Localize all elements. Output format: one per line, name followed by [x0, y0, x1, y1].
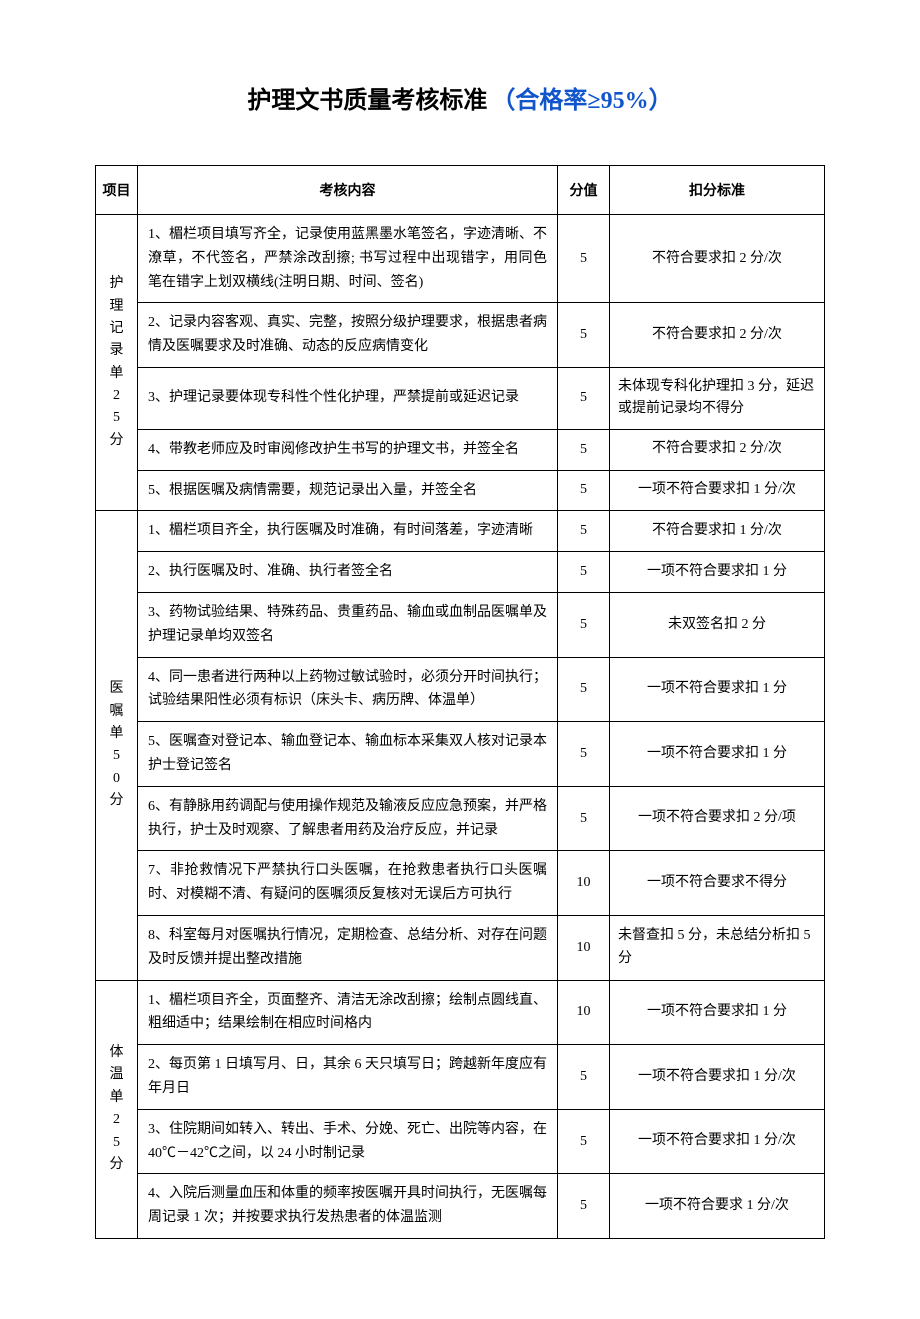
table-row: 8、科室每月对医嘱执行情况，定期检查、总结分析、对存在问题及时反馈并提出整改措施…	[96, 915, 825, 980]
content-cell: 1、楣栏项目齐全，执行医嘱及时准确，有时间落差，字迹清晰	[138, 511, 558, 552]
score-cell: 5	[558, 592, 610, 657]
content-cell: 5、根据医嘱及病情需要，规范记录出入量，并签全名	[138, 470, 558, 511]
deduction-cell: 一项不符合要求 1 分/次	[610, 1174, 825, 1239]
content-cell: 1、楣栏项目填写齐全，记录使用蓝黑墨水笔签名，字迹清晰、不潦草，不代签名，严禁涂…	[138, 215, 558, 303]
table-row: 5、根据医嘱及病情需要，规范记录出入量，并签全名5一项不符合要求扣 1 分/次	[96, 470, 825, 511]
table-row: 6、有静脉用药调配与使用操作规范及输液反应应急预案，并严格执行，护士及时观察、了…	[96, 786, 825, 851]
page-title: 护理文书质量考核标准 （合格率≥95%）	[95, 80, 825, 115]
category-cell: 体温单25分	[96, 980, 138, 1238]
score-cell: 5	[558, 511, 610, 552]
deduction-cell: 一项不符合要求扣 1 分	[610, 980, 825, 1045]
table-row: 5、医嘱查对登记本、输血登记本、输血标本采集双人核对记录本护士登记签名5一项不符…	[96, 722, 825, 787]
deduction-cell: 不符合要求扣 2 分/次	[610, 303, 825, 368]
score-cell: 5	[558, 657, 610, 722]
content-cell: 4、入院后测量血压和体重的频率按医嘱开具时间执行，无医嘱每周记录 1 次；并按要…	[138, 1174, 558, 1239]
header-content: 考核内容	[138, 166, 558, 215]
score-cell: 5	[558, 1174, 610, 1239]
title-sub: （合格率≥95%）	[491, 88, 672, 114]
deduction-cell: 不符合要求扣 2 分/次	[610, 429, 825, 470]
content-cell: 3、护理记录要体现专科性个性化护理，严禁提前或延迟记录	[138, 367, 558, 429]
table-row: 3、药物试验结果、特殊药品、贵重药品、输血或血制品医嘱单及护理记录单均双签名5未…	[96, 592, 825, 657]
score-cell: 5	[558, 367, 610, 429]
deduction-cell: 一项不符合要求扣 1 分	[610, 657, 825, 722]
content-cell: 2、执行医嘱及时、准确、执行者签全名	[138, 552, 558, 593]
score-cell: 5	[558, 552, 610, 593]
table-row: 4、入院后测量血压和体重的频率按医嘱开具时间执行，无医嘱每周记录 1 次；并按要…	[96, 1174, 825, 1239]
deduction-cell: 未双签名扣 2 分	[610, 592, 825, 657]
content-cell: 3、药物试验结果、特殊药品、贵重药品、输血或血制品医嘱单及护理记录单均双签名	[138, 592, 558, 657]
table-row: 7、非抢救情况下严禁执行口头医嘱，在抢救患者执行口头医嘱时、对模糊不清、有疑问的…	[96, 851, 825, 916]
content-cell: 6、有静脉用药调配与使用操作规范及输液反应应急预案，并严格执行，护士及时观察、了…	[138, 786, 558, 851]
deduction-cell: 一项不符合要求扣 1 分/次	[610, 470, 825, 511]
score-cell: 5	[558, 429, 610, 470]
header-deduction: 扣分标准	[610, 166, 825, 215]
assessment-table: 项目 考核内容 分值 扣分标准 护理记录单25分1、楣栏项目填写齐全，记录使用蓝…	[95, 165, 825, 1239]
score-cell: 5	[558, 722, 610, 787]
score-cell: 10	[558, 980, 610, 1045]
deduction-cell: 一项不符合要求扣 1 分/次	[610, 1109, 825, 1174]
category-cell: 医嘱单50分	[96, 511, 138, 980]
table-header-row: 项目 考核内容 分值 扣分标准	[96, 166, 825, 215]
header-category: 项目	[96, 166, 138, 215]
content-cell: 4、同一患者进行两种以上药物过敏试验时，必须分开时间执行；试验结果阳性必须有标识…	[138, 657, 558, 722]
content-cell: 1、楣栏项目齐全，页面整齐、清洁无涂改刮擦；绘制点圆线直、粗细适中；结果绘制在相…	[138, 980, 558, 1045]
table-row: 体温单25分1、楣栏项目齐全，页面整齐、清洁无涂改刮擦；绘制点圆线直、粗细适中；…	[96, 980, 825, 1045]
deduction-cell: 未督查扣 5 分，未总结分析扣 5 分	[610, 915, 825, 980]
deduction-cell: 一项不符合要求扣 1 分/次	[610, 1045, 825, 1110]
table-row: 3、护理记录要体现专科性个性化护理，严禁提前或延迟记录5未体现专科化护理扣 3 …	[96, 367, 825, 429]
content-cell: 4、带教老师应及时审阅修改护生书写的护理文书，并签全名	[138, 429, 558, 470]
score-cell: 5	[558, 1109, 610, 1174]
deduction-cell: 不符合要求扣 2 分/次	[610, 215, 825, 303]
content-cell: 3、住院期间如转入、转出、手术、分娩、死亡、出院等内容，在 40℃－42℃之间，…	[138, 1109, 558, 1174]
table-row: 2、执行医嘱及时、准确、执行者签全名5一项不符合要求扣 1 分	[96, 552, 825, 593]
deduction-cell: 未体现专科化护理扣 3 分，延迟或提前记录均不得分	[610, 367, 825, 429]
table-row: 4、同一患者进行两种以上药物过敏试验时，必须分开时间执行；试验结果阳性必须有标识…	[96, 657, 825, 722]
deduction-cell: 一项不符合要求扣 1 分	[610, 722, 825, 787]
category-cell: 护理记录单25分	[96, 215, 138, 511]
table-row: 医嘱单50分1、楣栏项目齐全，执行医嘱及时准确，有时间落差，字迹清晰5不符合要求…	[96, 511, 825, 552]
score-cell: 10	[558, 915, 610, 980]
content-cell: 5、医嘱查对登记本、输血登记本、输血标本采集双人核对记录本护士登记签名	[138, 722, 558, 787]
table-row: 3、住院期间如转入、转出、手术、分娩、死亡、出院等内容，在 40℃－42℃之间，…	[96, 1109, 825, 1174]
content-cell: 7、非抢救情况下严禁执行口头医嘱，在抢救患者执行口头医嘱时、对模糊不清、有疑问的…	[138, 851, 558, 916]
table-row: 2、每页第 1 日填写月、日，其余 6 天只填写日；跨越新年度应有年月日5一项不…	[96, 1045, 825, 1110]
content-cell: 8、科室每月对医嘱执行情况，定期检查、总结分析、对存在问题及时反馈并提出整改措施	[138, 915, 558, 980]
score-cell: 5	[558, 470, 610, 511]
deduction-cell: 一项不符合要求扣 2 分/项	[610, 786, 825, 851]
table-row: 2、记录内容客观、真实、完整，按照分级护理要求，根据患者病情及医嘱要求及时准确、…	[96, 303, 825, 368]
deduction-cell: 不符合要求扣 1 分/次	[610, 511, 825, 552]
header-score: 分值	[558, 166, 610, 215]
table-row: 护理记录单25分1、楣栏项目填写齐全，记录使用蓝黑墨水笔签名，字迹清晰、不潦草，…	[96, 215, 825, 303]
content-cell: 2、记录内容客观、真实、完整，按照分级护理要求，根据患者病情及医嘱要求及时准确、…	[138, 303, 558, 368]
score-cell: 5	[558, 303, 610, 368]
content-cell: 2、每页第 1 日填写月、日，其余 6 天只填写日；跨越新年度应有年月日	[138, 1045, 558, 1110]
score-cell: 5	[558, 1045, 610, 1110]
table-row: 4、带教老师应及时审阅修改护生书写的护理文书，并签全名5不符合要求扣 2 分/次	[96, 429, 825, 470]
score-cell: 10	[558, 851, 610, 916]
title-main: 护理文书质量考核标准	[247, 88, 487, 114]
score-cell: 5	[558, 215, 610, 303]
deduction-cell: 一项不符合要求不得分	[610, 851, 825, 916]
score-cell: 5	[558, 786, 610, 851]
deduction-cell: 一项不符合要求扣 1 分	[610, 552, 825, 593]
